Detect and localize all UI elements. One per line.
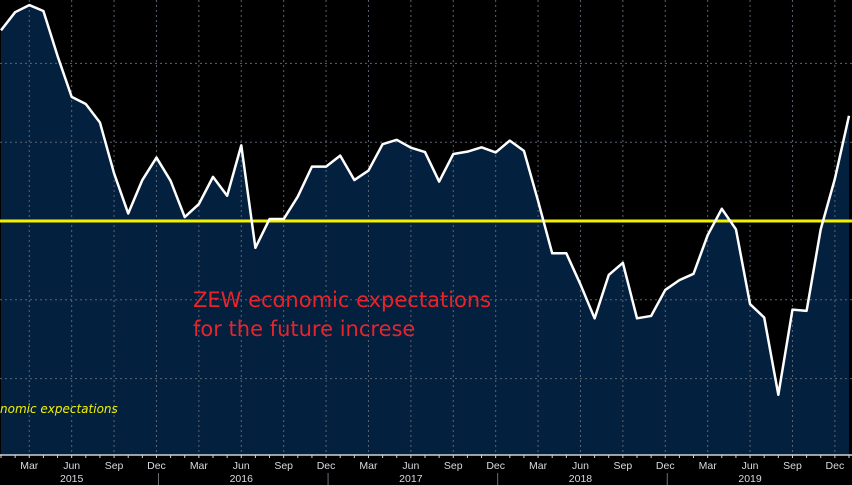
x-tick-label: Dec [656,460,675,472]
x-tick-label: Sep [614,460,633,472]
x-tick-label: Dec [317,460,336,472]
x-tick-label: Mar [699,460,718,472]
x-year-label: 2018 [569,473,593,485]
annotation-line-1: ZEW economic expectations [193,288,492,312]
x-year-label: 2017 [399,473,423,485]
x-tick-label: Sep [105,460,124,472]
x-tick-label: Mar [529,460,548,472]
x-tick-label: Dec [826,460,845,472]
x-tick-label: Sep [783,460,802,472]
x-tick-label: Mar [190,460,209,472]
x-year-label: 2019 [738,473,762,485]
chart-annotation: ZEW economic expectations for the future… [193,286,491,344]
x-tick-label: Jun [402,460,419,472]
series-line [0,3,851,397]
x-tick-label: Sep [274,460,293,472]
x-tick-label: Jun [572,460,589,472]
x-year-label: 2016 [230,473,254,485]
x-year-label: 2015 [60,473,84,485]
x-tick-label: Jun [63,460,80,472]
x-tick-label: Sep [444,460,463,472]
x-tick-label: Dec [486,460,505,472]
annotation-line-2: for the future increse [193,317,416,341]
legend-label: nomic expectations [0,402,118,416]
x-tick-label: Mar [359,460,378,472]
series-area [1,5,849,455]
x-tick-label: Jun [742,460,759,472]
x-axis-band [0,455,852,485]
x-tick-label: Dec [147,460,166,472]
x-tick-label: Mar [20,460,39,472]
x-tick-label: Jun [233,460,250,472]
